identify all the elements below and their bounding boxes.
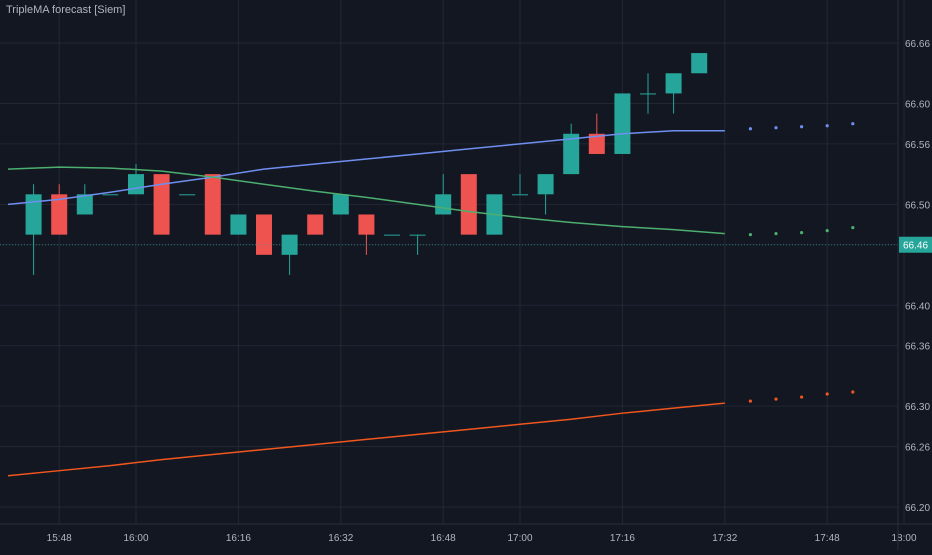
candle-body	[128, 174, 144, 195]
candle	[358, 214, 375, 255]
candle-body	[384, 234, 400, 236]
candle	[307, 214, 324, 235]
candle	[614, 93, 631, 154]
candle-body	[256, 214, 272, 255]
candle	[537, 174, 554, 215]
candle	[691, 53, 708, 74]
chart-title: TripleMA forecast [Siem]	[6, 4, 126, 16]
last-price-label: 66.46	[903, 241, 928, 252]
y-tick-label: 66.36	[905, 342, 930, 353]
candle-body	[614, 93, 631, 154]
candle-body	[409, 234, 426, 236]
candle-body	[204, 174, 221, 235]
candle	[76, 184, 93, 215]
moving-averages	[0, 122, 898, 477]
candle	[332, 194, 349, 215]
x-tick-label: 17:00	[507, 533, 532, 544]
forecast-dot	[800, 395, 804, 399]
y-tick-label: 66.66	[905, 39, 930, 50]
candle	[665, 73, 682, 114]
candle	[588, 113, 605, 154]
candle-body	[358, 214, 375, 235]
candle	[179, 194, 196, 196]
candle	[512, 174, 528, 196]
candle	[25, 184, 42, 275]
forecast-dot	[825, 229, 829, 233]
forecast-dot	[748, 233, 753, 237]
candle	[204, 174, 221, 235]
candle-body	[563, 133, 580, 175]
candle	[640, 73, 656, 114]
forecast-dot	[748, 399, 753, 403]
forecast-dot	[774, 232, 778, 236]
forecast-dot	[851, 122, 855, 126]
y-tick-label: 66.56	[905, 140, 930, 151]
candle	[281, 234, 298, 275]
candle-body	[460, 174, 477, 235]
candle	[230, 214, 247, 235]
grid	[0, 0, 905, 524]
candle-body	[153, 174, 170, 235]
x-tick-label: 16:00	[123, 533, 148, 544]
candle-body	[25, 194, 42, 235]
candle-body	[281, 234, 298, 255]
candle-body	[179, 194, 196, 196]
forecast-dot	[825, 124, 829, 128]
forecast-dot	[774, 126, 778, 130]
candle-body	[307, 214, 324, 235]
candle	[102, 194, 119, 196]
forecast-dot	[851, 225, 855, 230]
candle-body	[76, 194, 93, 215]
candle-body	[537, 174, 554, 195]
candle	[460, 174, 477, 235]
forecast-dot	[825, 392, 829, 396]
x-tick-label: 17:48	[815, 533, 840, 544]
candle-body	[588, 133, 605, 154]
x-tick-label: 15:48	[47, 533, 72, 544]
forecast-dot	[800, 231, 804, 235]
ma-line	[7, 402, 725, 477]
y-tick-label: 66.60	[905, 100, 930, 111]
forecast-dot	[851, 390, 855, 394]
candle-body	[102, 194, 119, 196]
x-tick-label: 16:16	[226, 533, 251, 544]
y-tick-label: 66.26	[905, 442, 930, 453]
candle-body	[230, 214, 247, 235]
y-tick-label: 66.30	[905, 402, 930, 413]
candle-body	[640, 93, 656, 95]
x-tick-label: 17:16	[610, 533, 635, 544]
candle-body	[512, 194, 528, 196]
candle	[563, 123, 580, 175]
candle-body	[691, 53, 708, 74]
candle	[256, 214, 272, 255]
y-tick-label: 66.40	[905, 301, 930, 312]
candle	[384, 234, 400, 236]
candle-body	[665, 73, 682, 94]
forecast-dot	[800, 125, 804, 129]
x-tick-label: 16:48	[431, 533, 456, 544]
y-tick-label: 66.20	[905, 503, 930, 514]
candle-body	[51, 194, 68, 235]
candle-body	[435, 194, 452, 215]
forecast-dot	[774, 397, 778, 401]
ma-line	[7, 130, 725, 206]
x-tick-label: 18:00	[891, 533, 916, 544]
candles	[25, 53, 708, 275]
candle	[51, 184, 68, 235]
x-tick-label: 17:32	[712, 533, 737, 544]
last-price-badge	[899, 236, 932, 253]
candle-body	[332, 194, 349, 215]
y-tick-label: 66.50	[905, 200, 930, 211]
x-tick-label: 16:32	[328, 533, 353, 544]
forecast-dot	[748, 127, 753, 131]
ma-line	[7, 166, 725, 235]
